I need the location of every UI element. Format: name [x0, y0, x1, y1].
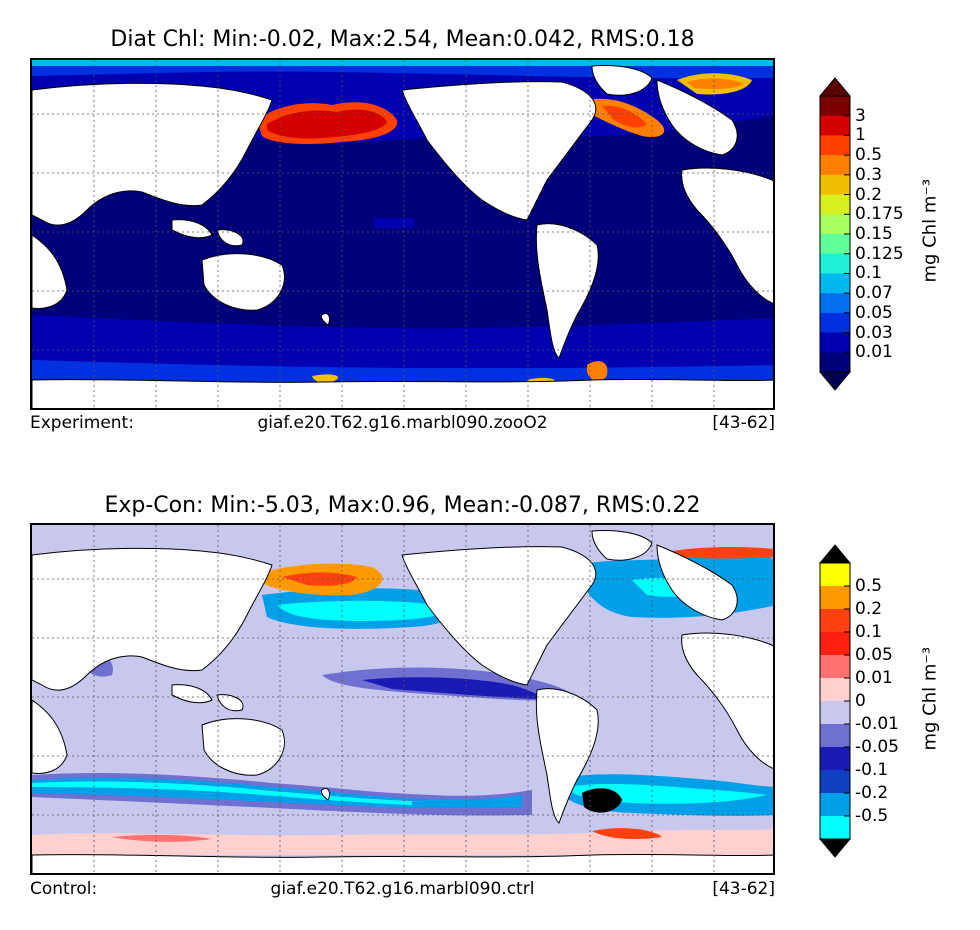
panel1-case-name: giaf.e20.T62.g16.marbl090.zooO2 [257, 413, 548, 433]
colorbar2-tick-label: -0.1 [855, 760, 889, 780]
colorbar1-over-extend [818, 77, 852, 97]
panel1-colorbar [818, 77, 852, 391]
colorbar2-tick-label: -0.05 [855, 737, 899, 757]
panel2-map [30, 523, 775, 875]
colorbar1-bin [820, 135, 850, 156]
panel1-info-row: Experiment: giaf.e20.T62.g16.marbl090.zo… [30, 412, 775, 434]
colorbar1-bin [820, 194, 850, 215]
colorbar1-tick-label: 0.01 [855, 342, 893, 363]
colorbar1-tick-label: 0.15 [855, 224, 893, 244]
colorbar2-tick-label: 0 [855, 691, 866, 711]
colorbar1-tick-label: 0.5 [855, 145, 883, 166]
colorbar2-bin [820, 770, 850, 794]
colorbar2-tick-label: 0.01 [855, 668, 893, 688]
panel2-info-row: Control: giaf.e20.T62.g16.marbl090.ctrl … [30, 878, 775, 900]
colorbar1-tick-label: 0.1 [855, 263, 883, 284]
colorbar1-tick-label: 0.175 [855, 204, 904, 225]
colorbar2-tick-label: 0.1 [855, 622, 883, 642]
colorbar1-tick-label: 0.05 [855, 302, 893, 323]
colorbar1-bin [820, 293, 850, 314]
colorbar1-bin [820, 312, 850, 334]
panel2-colorbar [818, 544, 852, 858]
colorbar1-under-extend [818, 371, 852, 391]
panel1-title: Diat Chl: Min:-0.02, Max:2.54, Mean:0.04… [110, 27, 695, 52]
colorbar2-under-extend [818, 838, 852, 858]
colorbar1-tick-label: 0.125 [855, 243, 904, 264]
colorbar2-bin [820, 793, 850, 817]
panel1-info-label: Experiment: [30, 413, 134, 433]
panel1-years: [43-62] [712, 413, 775, 433]
colorbar1-tick-label: 1 [855, 125, 866, 146]
colorbar1-tick-label: 0.03 [855, 322, 893, 343]
panel2-title: Exp-Con: Min:-5.03, Max:0.96, Mean:-0.08… [104, 493, 701, 518]
colorbar2-tick-label: -0.01 [855, 714, 899, 734]
colorbar1-tick-label: 0.2 [855, 184, 883, 205]
colorbar2-bin [820, 609, 850, 633]
colorbar1-bin [820, 155, 850, 176]
colorbar2-bin [820, 816, 850, 840]
colorbar1-bin [820, 96, 850, 117]
panel2-info-label: Control: [30, 879, 98, 899]
colorbar1-bin [820, 332, 850, 353]
colorbar1-bin [820, 253, 850, 274]
colorbar2-bin [820, 632, 850, 656]
panel1-map [30, 58, 775, 410]
colorbar2-bin [820, 586, 850, 610]
panel2-years: [43-62] [712, 879, 775, 899]
colorbar2-bin [820, 678, 850, 702]
panel1-colorbar-units: mg Chl m⁻³ [919, 178, 941, 283]
colorbar1-bin [820, 115, 850, 136]
panel2-colorbar-units: mg Chl m⁻³ [919, 646, 941, 751]
colorbar1-bin [820, 352, 850, 373]
colorbar1-tick-label: 0.3 [855, 164, 883, 185]
colorbar2-bin [820, 724, 850, 748]
colorbar1-tick-label: 0.07 [855, 283, 893, 304]
colorbar1-bin [820, 174, 850, 196]
colorbar2-over-extend [818, 544, 852, 564]
colorbar2-bin [820, 655, 850, 679]
colorbar1-tick-label: 3 [855, 105, 866, 126]
colorbar2-tick-label: 0.05 [855, 645, 893, 665]
colorbar1-bin [820, 234, 850, 255]
colorbar2-bin [820, 747, 850, 771]
colorbar2-tick-label: -0.2 [855, 783, 889, 803]
colorbar1-bin [820, 273, 850, 294]
colorbar2-tick-label: 0.5 [855, 576, 883, 596]
colorbar2-bin [820, 563, 850, 587]
colorbar1-bin [820, 214, 850, 235]
colorbar2-tick-label: 0.2 [855, 599, 883, 619]
colorbar2-bin [820, 701, 850, 725]
colorbar2-tick-label: -0.5 [855, 806, 889, 826]
panel2-case-name: giaf.e20.T62.g16.marbl090.ctrl [270, 879, 535, 899]
